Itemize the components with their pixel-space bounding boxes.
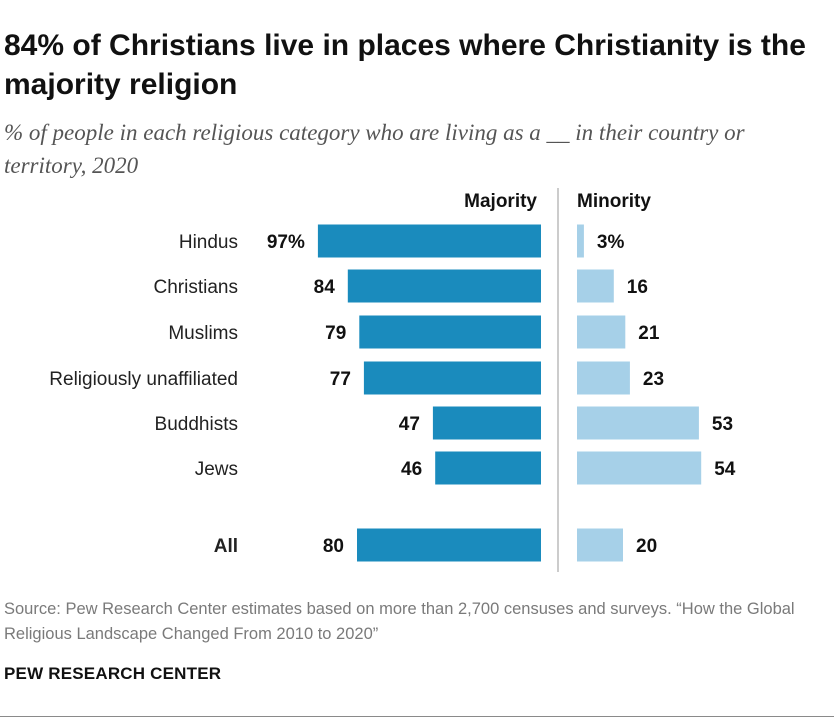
- bar-majority-christians: [347, 269, 541, 303]
- bar-minority-religiously-unaffiliated: [577, 361, 630, 395]
- bottom-rule: [0, 716, 834, 717]
- bar-majority-all: [357, 528, 541, 562]
- bar-majority-hindus: [317, 224, 541, 258]
- value-label-minority-buddhists: 53: [712, 414, 733, 435]
- bar-minority-all: [577, 528, 623, 562]
- category-label-all: All: [214, 536, 238, 557]
- chart-subtitle: % of people in each religious category w…: [4, 120, 745, 178]
- category-label-religiously-unaffiliated: Religiously unaffiliated: [49, 369, 238, 390]
- bar-majority-muslims: [359, 315, 541, 349]
- bar-majority-religiously-unaffiliated: [363, 361, 541, 395]
- chart-title: 84% of Christians live in places where C…: [4, 29, 806, 101]
- legend-minority: Minority: [577, 191, 651, 212]
- bar-minority-jews: [577, 451, 702, 485]
- value-label-majority-hindus: 97%: [267, 232, 305, 253]
- value-label-majority-all: 80: [323, 536, 344, 557]
- category-label-jews: Jews: [195, 459, 238, 480]
- bar-minority-christians: [577, 269, 614, 303]
- bar-minority-hindus: [577, 224, 584, 258]
- value-label-minority-jews: 54: [714, 459, 736, 480]
- value-label-majority-muslims: 79: [325, 323, 346, 344]
- value-label-minority-christians: 16: [627, 277, 648, 298]
- value-label-minority-hindus: 3%: [597, 232, 625, 253]
- value-label-majority-religiously-unaffiliated: 77: [330, 369, 351, 390]
- category-label-christians: Christians: [154, 277, 238, 298]
- category-label-muslims: Muslims: [168, 323, 238, 344]
- source-note: Source: Pew Research Center estimates ba…: [4, 600, 795, 643]
- legend-majority: Majority: [464, 191, 537, 212]
- value-label-minority-muslims: 21: [638, 323, 660, 344]
- value-label-minority-all: 20: [636, 536, 657, 557]
- value-label-minority-religiously-unaffiliated: 23: [643, 369, 664, 390]
- category-label-hindus: Hindus: [179, 232, 238, 253]
- value-label-majority-jews: 46: [401, 459, 422, 480]
- brand-label: PEW RESEARCH CENTER: [4, 664, 222, 683]
- chart: Majority Minority Hindus 97% 3% Christians 84 1…: [49, 188, 736, 572]
- bar-minority-muslims: [577, 315, 626, 349]
- bar-majority-jews: [435, 451, 541, 485]
- bar-majority-buddhists: [432, 406, 541, 440]
- value-label-majority-buddhists: 47: [399, 414, 420, 435]
- category-label-buddhists: Buddhists: [155, 414, 238, 435]
- value-label-majority-christians: 84: [314, 277, 336, 298]
- bar-minority-buddhists: [577, 406, 699, 440]
